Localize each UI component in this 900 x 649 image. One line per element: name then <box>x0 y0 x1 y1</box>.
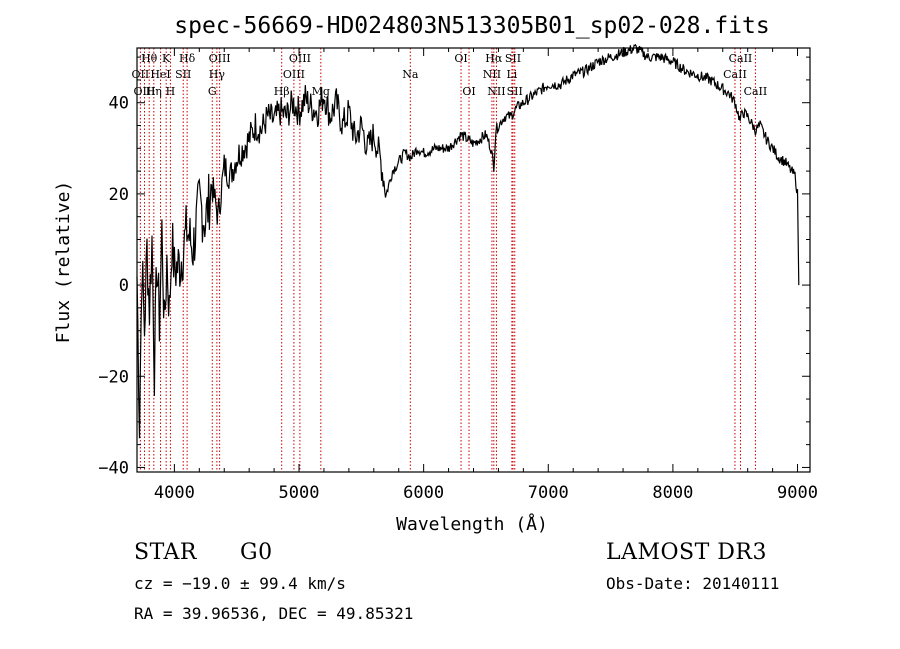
x-axis-label: Wavelength (Å) <box>396 513 548 535</box>
x-tick-label: 9000 <box>777 483 818 503</box>
object-class: STAR <box>134 540 197 565</box>
line-label: CaII <box>723 68 747 81</box>
x-tick-label: 4000 <box>154 483 195 503</box>
line-label: Hδ <box>179 52 196 65</box>
line-label: OIII <box>283 68 305 81</box>
line-label: Hβ <box>274 85 290 98</box>
y-tick-label: 40 <box>109 94 129 114</box>
line-label: K <box>162 52 171 65</box>
y-axis: −40 −20 0 20 40 <box>98 56 810 478</box>
y-axis-label: Flux (relative) <box>53 181 74 344</box>
chart-title: spec-56669-HD024803N513305B01_sp02-028.f… <box>174 13 769 39</box>
line-label: NII <box>483 68 501 81</box>
x-tick-label: 5000 <box>279 483 320 503</box>
line-label: Hγ <box>209 68 226 81</box>
line-markers <box>139 48 756 472</box>
line-label: OI <box>462 85 475 98</box>
line-label: OI <box>454 52 467 65</box>
line-label: OIII <box>289 52 311 65</box>
x-axis: 4000 5000 6000 7000 8000 9000 <box>154 48 818 503</box>
line-label: OII <box>132 68 150 81</box>
line-label: Li <box>506 68 517 81</box>
line-label: H <box>166 85 176 98</box>
line-label: G <box>208 85 217 98</box>
x-tick-label: 8000 <box>652 483 693 503</box>
y-tick-label: 0 <box>119 276 129 296</box>
line-label: CaII <box>729 52 753 65</box>
line-label: CaII <box>744 85 768 98</box>
line-label: SII <box>175 68 191 81</box>
spectrum-chart: spec-56669-HD024803N513305B01_sp02-028.f… <box>53 13 818 535</box>
y-tick-label: 20 <box>109 185 129 205</box>
x-tick-label: 7000 <box>528 483 569 503</box>
line-label: OIII <box>209 52 231 65</box>
line-label: Hα <box>485 52 503 65</box>
line-label: SII <box>507 85 523 98</box>
line-label: SII <box>505 52 521 65</box>
line-label: Hθ <box>141 52 158 65</box>
y-tick-label: −20 <box>98 367 129 387</box>
coords-text: RA = 39.96536, DEC = 49.85321 <box>134 604 414 623</box>
y-tick-label: −40 <box>98 458 129 478</box>
line-label: HeI <box>150 68 170 81</box>
object-subclass: G0 <box>240 540 273 565</box>
line-label: OIII <box>133 85 155 98</box>
survey-name: LAMOST DR3 <box>606 540 767 565</box>
plot-frame <box>136 47 811 473</box>
spectrum-line <box>136 43 800 439</box>
x-tick-label: 6000 <box>403 483 444 503</box>
line-label: Hη <box>146 85 162 98</box>
line-label: NII <box>487 85 505 98</box>
obs-date-text: Obs-Date: 20140111 <box>606 574 780 593</box>
line-label: Na <box>402 68 419 81</box>
redshift-text: cz = −19.0 ± 99.4 km/s <box>134 574 346 593</box>
